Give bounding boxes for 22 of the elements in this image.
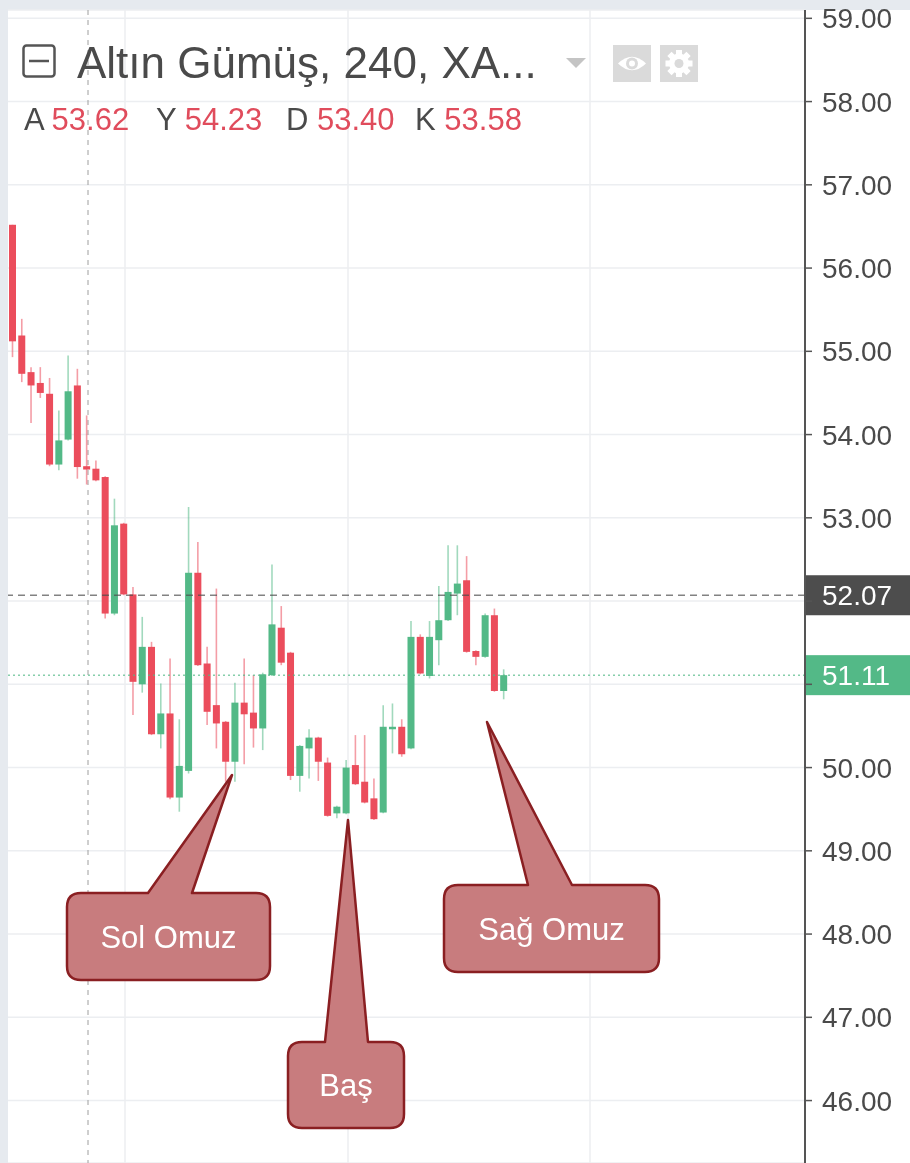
annotation: K 53.58 bbox=[415, 102, 522, 137]
y-tick-label: 55.00 bbox=[822, 336, 893, 368]
y-tick-label: 50.00 bbox=[822, 752, 893, 784]
annotation: A 53.62 bbox=[24, 102, 130, 137]
y-tick-label: 57.00 bbox=[822, 169, 893, 201]
y-tick-label: 59.00 bbox=[822, 3, 893, 35]
annotation: D 53.40 bbox=[286, 102, 395, 137]
y-tick-label: 54.00 bbox=[822, 419, 893, 451]
ref-line-label: 51.11 bbox=[822, 660, 890, 692]
y-tick-label: 56.00 bbox=[822, 253, 893, 285]
y-tick-label: 48.00 bbox=[822, 919, 893, 951]
text: Altın Gümüş, 240, XA... bbox=[77, 38, 537, 87]
y-tick-label: 47.00 bbox=[822, 1002, 893, 1034]
annotation: Sol Omuz bbox=[100, 919, 237, 955]
annotation: Baş bbox=[319, 1068, 373, 1104]
ref-line-label: 52.07 bbox=[822, 580, 893, 612]
y-tick-label: 53.00 bbox=[822, 502, 893, 534]
y-tick-label: 58.00 bbox=[822, 86, 893, 118]
annotation: Sağ Omuz bbox=[478, 911, 625, 947]
annotation: Y 54.23 bbox=[156, 102, 263, 137]
y-tick-label: 46.00 bbox=[822, 1085, 893, 1117]
y-tick-label: 49.00 bbox=[822, 835, 893, 867]
